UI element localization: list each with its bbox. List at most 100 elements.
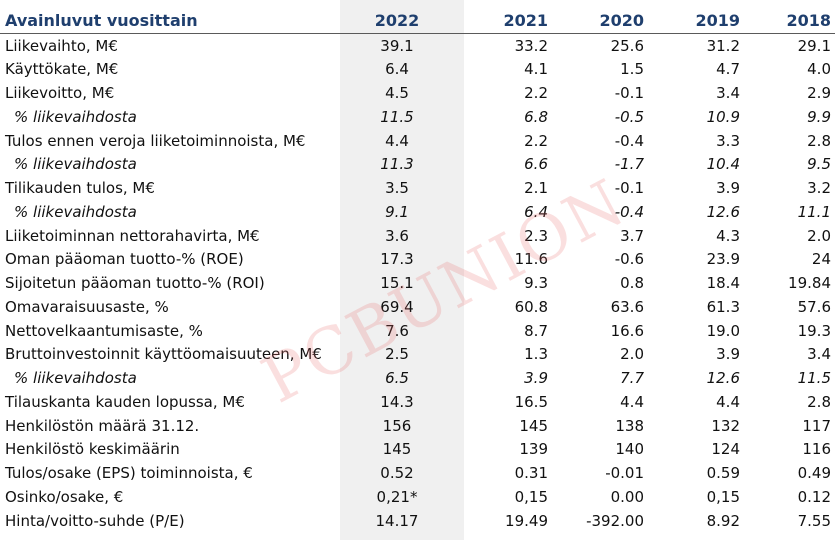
value-cell-2021: 6.8: [524, 107, 548, 126]
row-label: Osinko/osake, €: [5, 487, 124, 506]
value-cell-2018: 3.4: [807, 345, 831, 364]
value-cell-2022: 3.5: [385, 179, 409, 198]
value-cell-2020: 3.7: [620, 226, 644, 245]
table-row: Tulos ennen veroja liiketoiminnoista, M€…: [0, 129, 835, 153]
value-cell-2020: 4.4: [620, 392, 644, 411]
value-cell-2021: 6.4: [524, 202, 548, 221]
value-cell-2020: -1.7: [614, 155, 644, 174]
value-cell-2022: 14.3: [380, 392, 414, 411]
value-cell-2020: 63.6: [610, 297, 644, 316]
value-cell-2020: 16.6: [610, 321, 644, 340]
value-cell-2021: 8.7: [524, 321, 548, 340]
value-cell-2021: 139: [519, 440, 548, 459]
row-label: Liiketoiminnan nettorahavirta, M€: [5, 226, 260, 245]
value-cell-2018: 3.2: [807, 179, 831, 198]
value-cell-2022: 7.6: [385, 321, 409, 340]
value-cell-2019: 19.0: [706, 321, 740, 340]
value-cell-2022: 4.4: [385, 131, 409, 150]
value-cell-2018: 0.12: [797, 487, 831, 506]
value-cell-2018: 9.5: [807, 155, 831, 174]
row-label: Sijoitetun pääoman tuotto-% (ROI): [5, 274, 265, 293]
table-row: % liikevaihdosta 9.1 6.4 -0.4 12.6 11.1: [0, 200, 835, 224]
value-cell-2019: 3.3: [716, 131, 740, 150]
value-cell-2019: 12.6: [706, 369, 740, 388]
value-cell-2019: 4.4: [716, 392, 740, 411]
value-cell-2018: 57.6: [797, 297, 831, 316]
value-cell-2018: 2.0: [807, 226, 831, 245]
table-row: Hinta/voitto-suhde (P/E) 14.17 19.49 -392.0…: [0, 509, 835, 533]
value-cell-2019: 23.9: [706, 250, 740, 269]
value-cell-2019: 18.4: [706, 274, 740, 293]
table-row: Osinko/osake, € 0,21* 0,15 0.00 0,15 0.12: [0, 485, 835, 509]
value-cell-2021: 6.6: [524, 155, 548, 174]
table-row: Tilauskanta kauden lopussa, M€ 14.3 16.5 4.…: [0, 390, 835, 414]
value-cell-2020: 138: [615, 416, 644, 435]
table-row: Sijoitetun pääoman tuotto-% (ROI) 15.1 9.3…: [0, 271, 835, 295]
value-cell-2019: 10.4: [706, 155, 740, 174]
value-cell-2018: 29.1: [797, 36, 831, 55]
table-row: Henkilöstön määrä 31.12. 156 145 138 132 117: [0, 414, 835, 438]
value-cell-2021: 19.49: [505, 511, 548, 530]
year-header: 2018: [786, 11, 831, 31]
value-cell-2019: 12.6: [706, 202, 740, 221]
value-cell-2020: 25.6: [610, 36, 644, 55]
value-cell-2021: 0.31: [514, 464, 548, 483]
value-cell-2021: 16.5: [514, 392, 548, 411]
value-cell-2018: 4.0: [807, 60, 831, 79]
value-cell-2022: 9.1: [385, 202, 409, 221]
row-label: Liikevoitto, M€: [5, 84, 115, 103]
value-cell-2020: -0.01: [605, 464, 644, 483]
value-cell-2021: 4.1: [524, 60, 548, 79]
table-row: Tilikauden tulos, M€ 3.5 2.1 -0.1 3.9 3.2: [0, 176, 835, 200]
table-row: Nettovelkaantumisaste, % 7.6 8.7 16.6 19.0 19…: [0, 319, 835, 343]
table-row: Henkilöstö keskimäärin 145 139 140 124 116: [0, 438, 835, 462]
value-cell-2022: 11.5: [380, 107, 414, 126]
value-cell-2020: 1.5: [620, 60, 644, 79]
table-row: Liiketoiminnan nettorahavirta, M€ 3.6 2.3 3…: [0, 224, 835, 248]
value-cell-2021: 0,15: [514, 487, 548, 506]
row-label: Hinta/voitto-suhde (P/E): [5, 511, 185, 530]
value-cell-2022: 6.4: [385, 60, 409, 79]
value-cell-2022: 2.5: [385, 345, 409, 364]
row-label: Oman pääoman tuotto-% (ROE): [5, 250, 244, 269]
value-cell-2022: 4.5: [385, 84, 409, 103]
value-cell-2019: 132: [711, 416, 740, 435]
row-label: Tilauskanta kauden lopussa, M€: [5, 392, 245, 411]
value-cell-2022: 69.4: [380, 297, 414, 316]
value-cell-2019: 31.2: [706, 36, 740, 55]
table-title: Avainluvut vuosittain: [5, 11, 198, 31]
value-cell-2018: 24: [811, 250, 831, 269]
table-row: Tulos/osake (EPS) toiminnoista, € 0.52 0.3…: [0, 461, 835, 485]
row-label: % liikevaihdosta: [14, 107, 137, 126]
value-cell-2022: 145: [382, 440, 412, 459]
value-cell-2020: 0.00: [610, 487, 644, 506]
value-cell-2019: 4.7: [716, 60, 740, 79]
row-label: Liikevaihto, M€: [5, 36, 118, 55]
value-cell-2021: 145: [519, 416, 548, 435]
value-cell-2020: -0.6: [614, 250, 644, 269]
row-label: Omavaraisuusaste, %: [5, 297, 169, 316]
row-label: Tulos/osake (EPS) toiminnoista, €: [5, 464, 253, 483]
row-label: Tulos ennen veroja liiketoiminnoista, M€: [5, 131, 306, 150]
table-row: Liikevaihto, M€ 39.1 33.2 25.6 31.2 29.1: [0, 33, 835, 57]
value-cell-2020: 140: [615, 440, 644, 459]
year-header: 2019: [695, 11, 740, 31]
value-cell-2018: 2.8: [807, 131, 831, 150]
value-cell-2018: 7.55: [797, 511, 831, 530]
value-cell-2018: 116: [802, 440, 831, 459]
header-row: Avainluvut vuosittain 2022 2021 2020 201…: [0, 9, 835, 34]
value-cell-2019: 3.4: [716, 84, 740, 103]
value-cell-2020: -0.1: [614, 179, 644, 198]
value-cell-2022: 3.6: [385, 226, 409, 245]
value-cell-2019: 10.9: [706, 107, 740, 126]
value-cell-2022: 0,21*: [376, 487, 418, 506]
value-cell-2018: 9.9: [807, 107, 831, 126]
value-cell-2020: -0.4: [614, 202, 644, 221]
value-cell-2021: 1.3: [524, 345, 548, 364]
value-cell-2022: 17.3: [380, 250, 414, 269]
table-row: % liikevaihdosta 11.3 6.6 -1.7 10.4 9.5: [0, 153, 835, 177]
value-cell-2018: 11.1: [797, 202, 831, 221]
value-cell-2022: 0.52: [380, 464, 414, 483]
value-cell-2021: 3.9: [524, 369, 548, 388]
